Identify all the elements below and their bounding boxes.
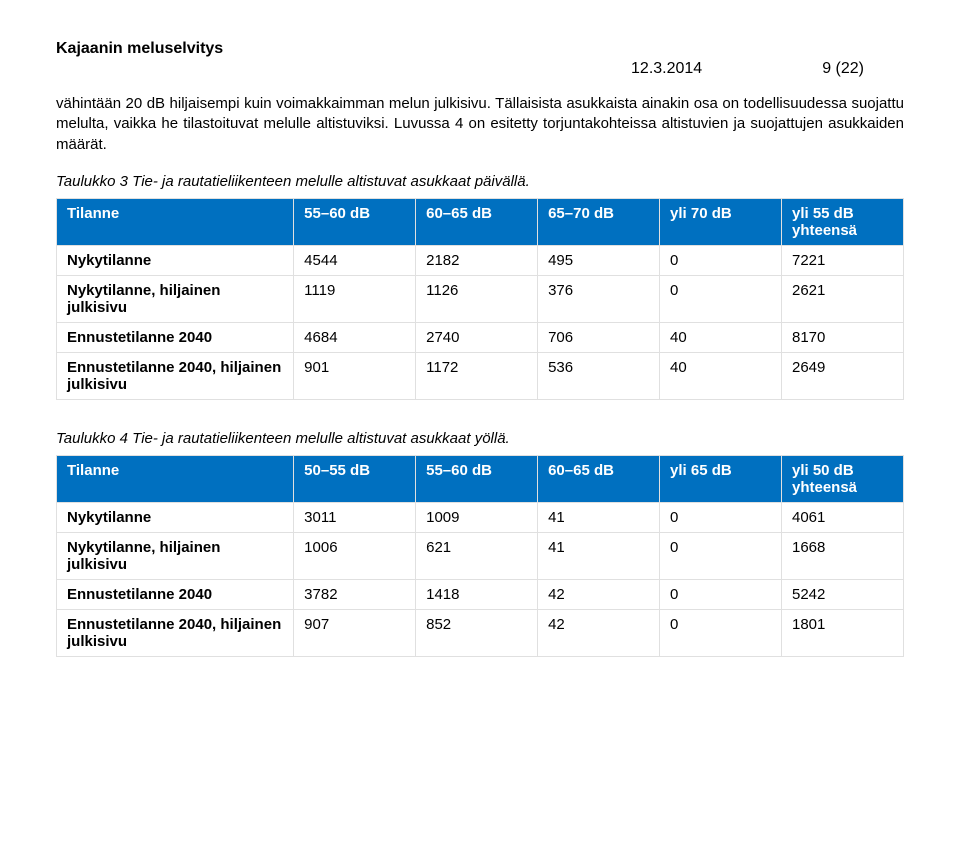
table4-header-cell: 60–65 dB [538, 455, 660, 502]
table-cell: 3782 [294, 579, 416, 609]
paragraph-intro: vähintään 20 dB hiljaisempi kuin voimakk… [56, 94, 904, 155]
table-cell: 1172 [416, 352, 538, 399]
table-row: Nykytilanne 3011 1009 41 0 4061 [57, 502, 904, 532]
table-cell: 40 [660, 352, 782, 399]
table-cell: 3011 [294, 502, 416, 532]
table-cell: 4061 [781, 502, 903, 532]
table-cell: 4684 [294, 322, 416, 352]
table-row: Ennustetilanne 2040 4684 2740 706 40 817… [57, 322, 904, 352]
table-row: Ennustetilanne 2040, hiljainen julkisivu… [57, 352, 904, 399]
table-cell-label: Nykytilanne, hiljainen julkisivu [57, 532, 294, 579]
table-cell: 4544 [294, 245, 416, 275]
table4-header-cell: yli 65 dB [660, 455, 782, 502]
document-title: Kajaanin meluselvitys [56, 40, 904, 58]
table-row: Nykytilanne, hiljainen julkisivu 1119 11… [57, 275, 904, 322]
table-cell: 2740 [416, 322, 538, 352]
table-cell: 2649 [781, 352, 903, 399]
table-cell: 621 [416, 532, 538, 579]
table3-header-cell: Tilanne [57, 198, 294, 245]
table4: Tilanne 50–55 dB 55–60 dB 60–65 dB yli 6… [56, 455, 904, 657]
document-date: 12.3.2014 [631, 60, 702, 78]
table3: Tilanne 55–60 dB 60–65 dB 65–70 dB yli 7… [56, 198, 904, 400]
table-cell: 1126 [416, 275, 538, 322]
table4-caption: Taulukko 4 Tie- ja rautatieliikenteen me… [56, 430, 904, 447]
table-cell: 40 [660, 322, 782, 352]
table4-header-cell: Tilanne [57, 455, 294, 502]
document-page: 9 (22) [822, 60, 864, 78]
table-cell-label: Ennustetilanne 2040, hiljainen julkisivu [57, 609, 294, 656]
table-cell: 41 [538, 532, 660, 579]
table-cell: 42 [538, 579, 660, 609]
table-cell: 5242 [781, 579, 903, 609]
table-row: Nykytilanne 4544 2182 495 0 7221 [57, 245, 904, 275]
table-cell: 7221 [781, 245, 903, 275]
table-cell-label: Ennustetilanne 2040, hiljainen julkisivu [57, 352, 294, 399]
table-cell: 495 [538, 245, 660, 275]
table-cell: 901 [294, 352, 416, 399]
table-cell: 1009 [416, 502, 538, 532]
table-cell: 852 [416, 609, 538, 656]
table3-header-cell: yli 55 dB yhteensä [781, 198, 903, 245]
date-page-row: 12.3.2014 9 (22) [56, 60, 904, 78]
table3-header-cell: 55–60 dB [294, 198, 416, 245]
table4-header-cell: yli 50 dB yhteensä [781, 455, 903, 502]
table-cell-label: Ennustetilanne 2040 [57, 579, 294, 609]
table3-header-cell: 65–70 dB [538, 198, 660, 245]
table-cell: 0 [660, 609, 782, 656]
table-cell: 0 [660, 579, 782, 609]
table4-header-row: Tilanne 50–55 dB 55–60 dB 60–65 dB yli 6… [57, 455, 904, 502]
table-cell-label: Ennustetilanne 2040 [57, 322, 294, 352]
table-cell-label: Nykytilanne [57, 502, 294, 532]
table-cell: 42 [538, 609, 660, 656]
table3-header-cell: 60–65 dB [416, 198, 538, 245]
table-cell: 41 [538, 502, 660, 532]
table-cell: 376 [538, 275, 660, 322]
table-cell: 2182 [416, 245, 538, 275]
table-row: Ennustetilanne 2040 3782 1418 42 0 5242 [57, 579, 904, 609]
table-row: Nykytilanne, hiljainen julkisivu 1006 62… [57, 532, 904, 579]
table-cell: 2621 [781, 275, 903, 322]
table-cell: 1418 [416, 579, 538, 609]
table4-header-cell: 50–55 dB [294, 455, 416, 502]
table-cell: 1668 [781, 532, 903, 579]
table4-header-cell: 55–60 dB [416, 455, 538, 502]
table-cell: 907 [294, 609, 416, 656]
table-cell: 1119 [294, 275, 416, 322]
table-cell: 1801 [781, 609, 903, 656]
table3-caption: Taulukko 3 Tie- ja rautatieliikenteen me… [56, 173, 904, 190]
table-cell: 0 [660, 502, 782, 532]
table-cell: 1006 [294, 532, 416, 579]
table-cell-label: Nykytilanne [57, 245, 294, 275]
table-cell-label: Nykytilanne, hiljainen julkisivu [57, 275, 294, 322]
table-cell: 8170 [781, 322, 903, 352]
table3-header-cell: yli 70 dB [660, 198, 782, 245]
table-cell: 706 [538, 322, 660, 352]
table-cell: 0 [660, 275, 782, 322]
table-cell: 0 [660, 245, 782, 275]
table3-header-row: Tilanne 55–60 dB 60–65 dB 65–70 dB yli 7… [57, 198, 904, 245]
table-row: Ennustetilanne 2040, hiljainen julkisivu… [57, 609, 904, 656]
table-cell: 536 [538, 352, 660, 399]
table-cell: 0 [660, 532, 782, 579]
